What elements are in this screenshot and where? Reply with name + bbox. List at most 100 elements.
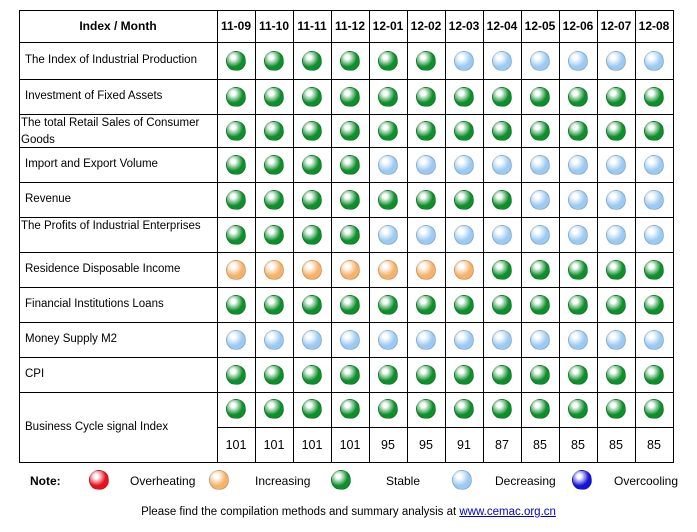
signal-dot bbox=[644, 329, 664, 350]
legend-label: Decreasing bbox=[495, 474, 556, 488]
signal-dot bbox=[492, 329, 512, 350]
signal-dot bbox=[454, 294, 474, 315]
signal-dot bbox=[302, 86, 322, 107]
signal-dot bbox=[302, 224, 322, 245]
signal-dot bbox=[492, 86, 512, 107]
grid-line bbox=[19, 182, 674, 183]
signal-dot bbox=[606, 154, 626, 175]
index-value: 101 bbox=[339, 437, 361, 452]
legend-dot bbox=[331, 470, 351, 490]
month-header: 11-09 bbox=[220, 19, 252, 33]
index-value: 101 bbox=[301, 437, 323, 452]
month-header: 12-06 bbox=[562, 19, 594, 33]
signal-dot bbox=[264, 294, 284, 315]
signal-dot bbox=[302, 364, 322, 385]
row-label: The Profits of Industrial Enterprises bbox=[21, 220, 201, 232]
signal-dot bbox=[416, 399, 436, 419]
signal-dot bbox=[568, 294, 588, 315]
signal-dot bbox=[378, 120, 398, 141]
signal-dot bbox=[454, 120, 474, 141]
signal-dot bbox=[264, 154, 284, 175]
signal-dot bbox=[226, 189, 246, 210]
signal-dot bbox=[492, 50, 512, 71]
signal-dot bbox=[606, 259, 626, 280]
legend-label: Increasing bbox=[255, 474, 311, 488]
signal-dot bbox=[492, 294, 512, 315]
index-value: 95 bbox=[381, 437, 395, 452]
signal-dot bbox=[530, 189, 550, 210]
signal-dot bbox=[302, 399, 322, 419]
grid-line bbox=[19, 287, 674, 288]
signal-dot bbox=[416, 364, 436, 385]
grid-line bbox=[597, 10, 598, 463]
signal-dot bbox=[340, 224, 360, 245]
signal-dot bbox=[416, 86, 436, 107]
signal-dot bbox=[340, 120, 360, 141]
signal-dot bbox=[302, 120, 322, 141]
signal-dot bbox=[454, 50, 474, 71]
signal-dot bbox=[644, 259, 664, 280]
row-label: Residence Disposable Income bbox=[25, 263, 181, 275]
signal-dot bbox=[378, 154, 398, 175]
signal-dot bbox=[492, 364, 512, 385]
signal-dot bbox=[226, 224, 246, 245]
signal-dot bbox=[264, 329, 284, 350]
signal-dot bbox=[492, 120, 512, 141]
signal-dot bbox=[302, 50, 322, 71]
signal-dot bbox=[530, 329, 550, 350]
row-label: Import and Export Volume bbox=[25, 158, 158, 170]
signal-dot bbox=[302, 154, 322, 175]
signal-dot bbox=[644, 154, 664, 175]
signal-dot bbox=[302, 329, 322, 350]
grid-line bbox=[19, 10, 674, 11]
grid-line bbox=[19, 79, 674, 80]
index-value: 85 bbox=[647, 437, 661, 452]
signal-dot bbox=[416, 189, 436, 210]
grid-line bbox=[331, 10, 332, 463]
grid-line bbox=[19, 114, 674, 115]
signal-dot bbox=[568, 120, 588, 141]
signal-dot bbox=[492, 154, 512, 175]
signal-dot bbox=[264, 259, 284, 280]
footer-text: Please find the compilation methods and … bbox=[141, 506, 460, 518]
signal-dot bbox=[226, 399, 246, 419]
row-label: The total Retail Sales of Consumer Goods bbox=[21, 117, 200, 146]
grid-line bbox=[19, 462, 674, 463]
signal-dot bbox=[226, 329, 246, 350]
signal-dot bbox=[492, 224, 512, 245]
signal-dot bbox=[606, 399, 626, 419]
signal-dot bbox=[226, 154, 246, 175]
grid-line bbox=[407, 10, 408, 463]
signal-dot bbox=[454, 399, 474, 419]
signal-dot bbox=[644, 294, 664, 315]
grid-line bbox=[255, 10, 256, 463]
signal-dot bbox=[378, 189, 398, 210]
signal-dot bbox=[264, 50, 284, 71]
signal-dot bbox=[264, 364, 284, 385]
signal-dot bbox=[378, 364, 398, 385]
row-label: Investment of Fixed Assets bbox=[25, 90, 163, 102]
signal-dot bbox=[454, 86, 474, 107]
signal-dot bbox=[644, 399, 664, 419]
signal-dot bbox=[530, 259, 550, 280]
footer-link[interactable]: www.cemac.org.cn bbox=[459, 506, 556, 518]
signal-dot bbox=[378, 259, 398, 280]
signal-dot bbox=[606, 50, 626, 71]
signal-dot bbox=[530, 224, 550, 245]
signal-dot bbox=[644, 120, 664, 141]
signal-dot bbox=[264, 224, 284, 245]
signal-dot bbox=[302, 294, 322, 315]
legend-note: Note: bbox=[30, 474, 61, 488]
signal-dot bbox=[416, 154, 436, 175]
month-header: 11-11 bbox=[297, 19, 327, 33]
signal-dot bbox=[454, 154, 474, 175]
signal-dot bbox=[568, 259, 588, 280]
signal-dot bbox=[416, 50, 436, 71]
legend-label: Stable bbox=[386, 474, 421, 488]
signal-dot bbox=[568, 154, 588, 175]
signal-dot bbox=[530, 364, 550, 385]
grid-line bbox=[19, 42, 674, 43]
signal-dot bbox=[340, 50, 360, 71]
grid-line bbox=[19, 252, 674, 253]
